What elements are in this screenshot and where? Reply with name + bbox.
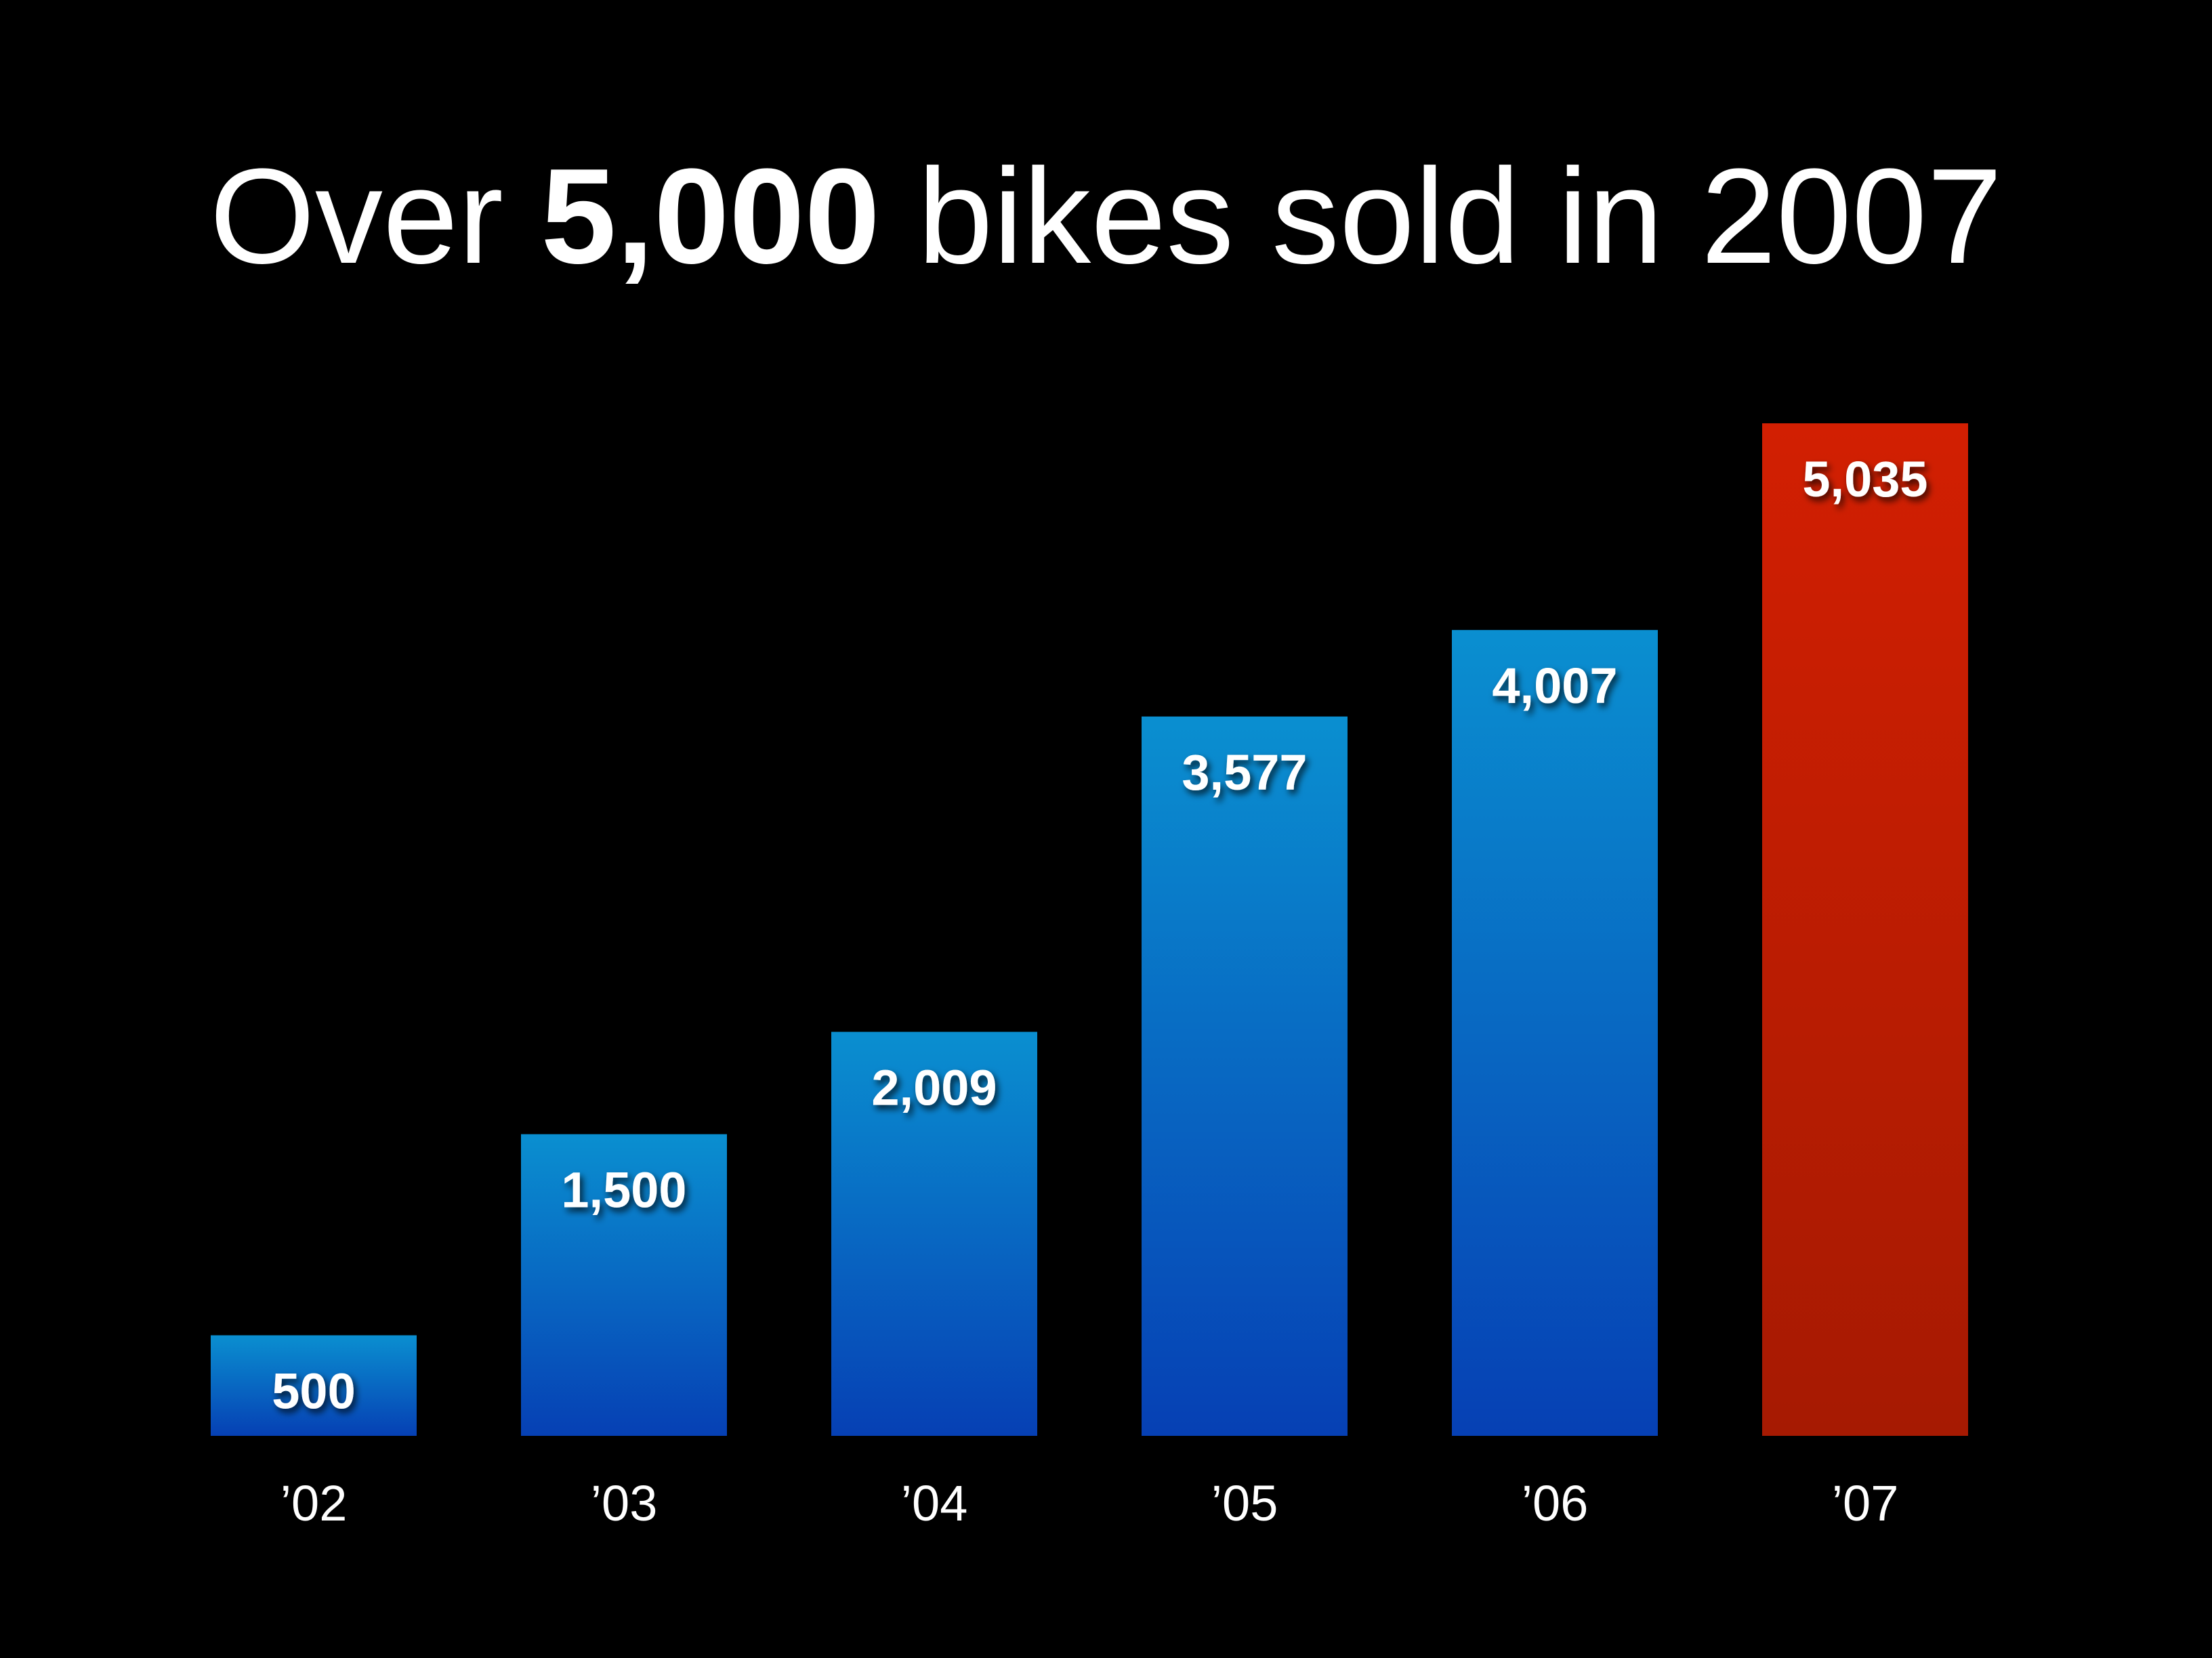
value-labels-layer: 500 1,500 2,009 3,577 4,007 5,035 [272,451,1927,1420]
bar-value-label-3: 3,577 [1182,744,1307,801]
chart-title: Over 5,000 bikes sold in 2007 [0,135,2212,298]
x-tick-label-0: ’02 [280,1475,348,1531]
x-tick-label-4: ’06 [1522,1475,1589,1531]
bar-value-label-0: 500 [272,1363,355,1420]
x-tick-label-3: ’05 [1211,1475,1278,1531]
x-tick-label-1: ’03 [591,1475,658,1531]
bar-value-label-2: 2,009 [871,1060,997,1116]
bar-3 [1142,716,1348,1436]
chart-title-suffix: bikes sold in 2007 [879,141,2003,292]
bar-value-label-5: 5,035 [1802,451,1927,507]
x-tick-label-2: ’04 [901,1475,968,1531]
bar-5 [1762,423,1968,1436]
x-tick-label-5: ’07 [1832,1475,1899,1531]
bar-0 [211,1335,417,1436]
chart-title-emphasis: 5,000 [541,141,880,292]
bar-1 [521,1134,727,1436]
bar-4 [1452,630,1658,1437]
bar-2 [831,1032,1037,1436]
bar-value-label-4: 4,007 [1492,658,1617,714]
x-axis-tick-labels: ’02 ’03 ’04 ’05 ’06 ’07 [280,1475,1899,1531]
chart-title-prefix: Over [209,141,541,292]
bars-layer [211,423,1968,1437]
bar-value-label-1: 1,500 [561,1162,686,1218]
